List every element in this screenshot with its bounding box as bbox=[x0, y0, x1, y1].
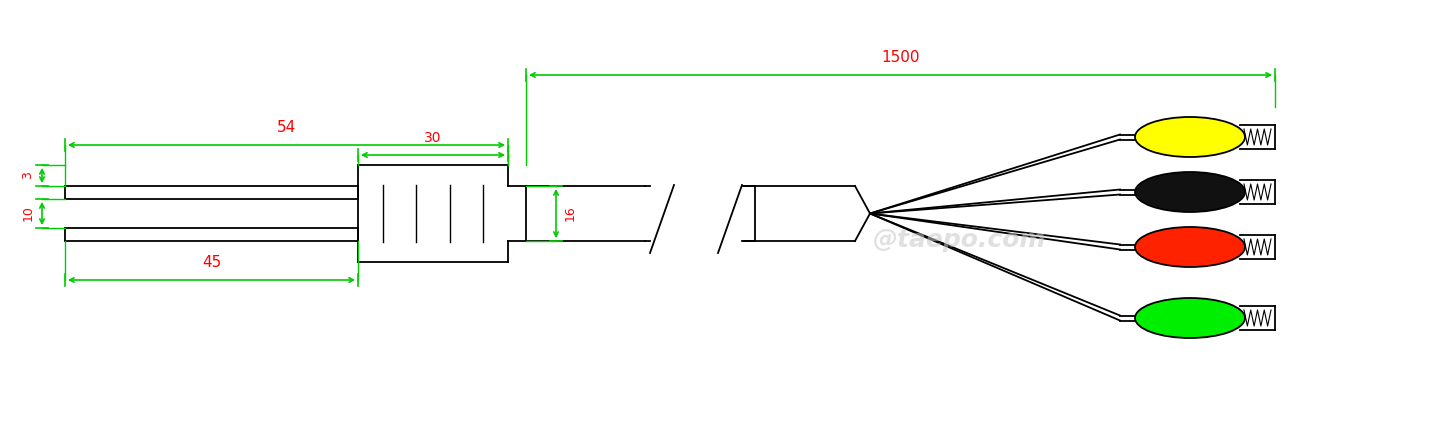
Ellipse shape bbox=[1135, 172, 1246, 212]
Text: 54: 54 bbox=[277, 120, 296, 135]
Ellipse shape bbox=[1135, 227, 1246, 267]
Text: 1500: 1500 bbox=[881, 50, 920, 65]
Ellipse shape bbox=[1135, 117, 1246, 157]
Text: 10: 10 bbox=[22, 206, 34, 221]
Text: 45: 45 bbox=[202, 255, 221, 270]
Text: 16: 16 bbox=[564, 206, 577, 221]
Text: 30: 30 bbox=[425, 131, 442, 145]
Ellipse shape bbox=[1135, 298, 1246, 338]
Text: 3: 3 bbox=[22, 172, 34, 179]
Text: @taepo.com: @taepo.com bbox=[874, 228, 1046, 252]
